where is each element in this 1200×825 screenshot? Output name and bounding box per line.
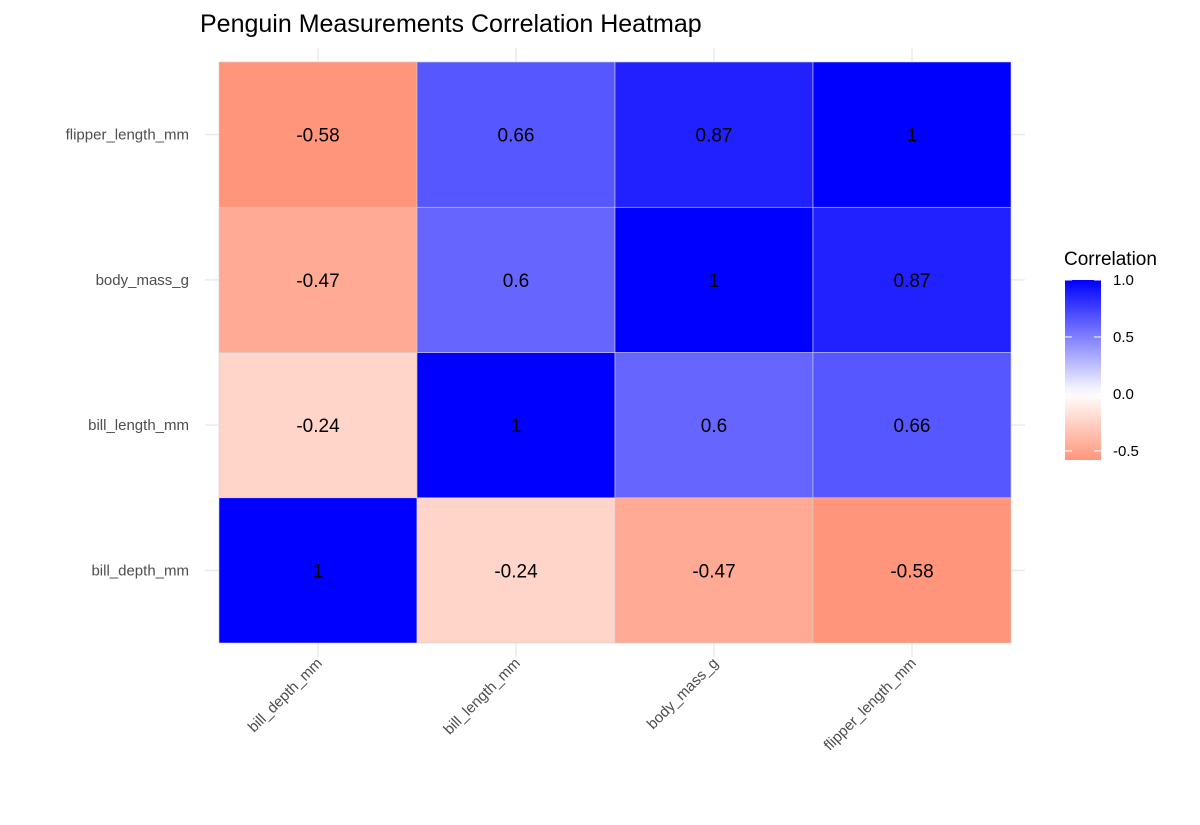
cell-value-label: 0.6 xyxy=(503,271,529,292)
x-tick-label: flipper_length_mm xyxy=(821,655,920,754)
heatmap-cells: 1 -0.24 -0.47 -0.58 -0.24 1 0.6 0.66 -0.47 0.6 1 0.… xyxy=(218,61,1012,644)
y-axis-labels: bill_depth_mm bill_length_mm body_mass_g fl… xyxy=(66,127,189,580)
heatmap-cell xyxy=(812,206,1012,353)
heatmap-cell xyxy=(812,61,1012,208)
x-tick-label: body_mass_g xyxy=(644,655,722,733)
legend-colorbar xyxy=(1065,280,1101,460)
heatmap-cell xyxy=(218,61,418,208)
heatmap-cell xyxy=(614,497,814,644)
heatmap-cell xyxy=(416,352,616,499)
y-tick-label: flipper_length_mm xyxy=(66,127,189,144)
cell-value-label: 1 xyxy=(313,561,324,582)
cell-value-label: -0.47 xyxy=(296,271,339,292)
x-axis-labels: bill_depth_mm bill_length_mm body_mass_g fl… xyxy=(245,655,920,754)
cell-value-label: 0.66 xyxy=(498,126,535,147)
legend-tick-label: 0.0 xyxy=(1113,386,1134,403)
cell-value-label: 0.66 xyxy=(894,416,931,437)
cell-value-label: -0.24 xyxy=(494,561,538,582)
y-tick-label: bill_depth_mm xyxy=(91,562,189,579)
legend-tick-label: 1.0 xyxy=(1113,272,1134,289)
x-tick-label: bill_length_mm xyxy=(440,655,523,738)
heatmap-cell xyxy=(416,61,616,208)
heatmap-cell xyxy=(812,497,1012,644)
heatmap-cell xyxy=(812,352,1012,499)
cell-value-label: -0.24 xyxy=(296,416,340,437)
cell-value-label: -0.58 xyxy=(890,561,933,582)
cell-value-label: -0.47 xyxy=(692,561,735,582)
x-tick-label: bill_depth_mm xyxy=(245,655,326,736)
heatmap-cell xyxy=(614,61,814,208)
heatmap-cell xyxy=(218,497,418,644)
heatmap-cell xyxy=(218,352,418,499)
legend-tick-label: 0.5 xyxy=(1113,329,1134,346)
cell-value-label: 0.6 xyxy=(701,416,727,437)
cell-value-label: 1 xyxy=(511,416,522,437)
heatmap-cell xyxy=(218,206,418,353)
legend-title: Correlation xyxy=(1064,249,1157,270)
y-tick-label: body_mass_g xyxy=(96,272,189,289)
heatmap-cell xyxy=(416,497,616,644)
legend: Correlation 1.0 0.5 0.0 -0.5 xyxy=(1064,249,1157,460)
cell-value-label: 0.87 xyxy=(894,271,931,292)
cell-value-label: 0.87 xyxy=(696,126,733,147)
heatmap-cell xyxy=(614,206,814,353)
y-tick-label: bill_length_mm xyxy=(88,417,189,434)
cell-value-label: -0.58 xyxy=(296,126,339,147)
cell-value-label: 1 xyxy=(709,271,720,292)
chart-title: Penguin Measurements Correlation Heatmap xyxy=(200,10,702,38)
cell-value-label: 1 xyxy=(907,126,918,147)
legend-tick-label: -0.5 xyxy=(1113,443,1139,460)
